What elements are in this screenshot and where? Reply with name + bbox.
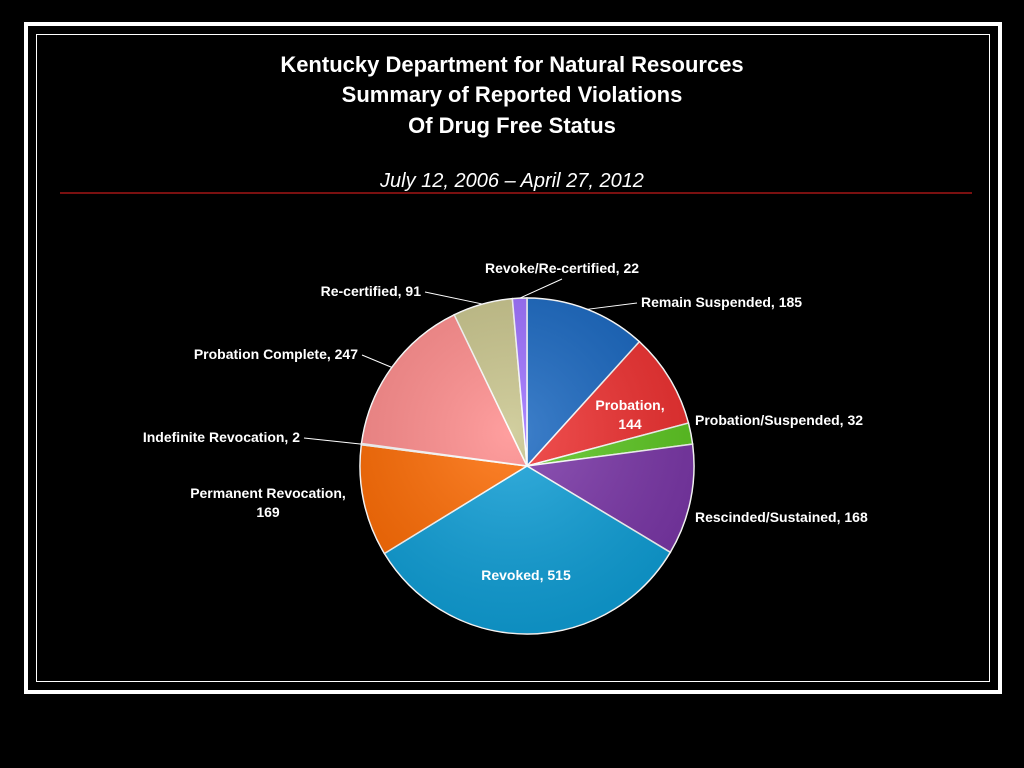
- slide-inner-frame: [36, 34, 990, 682]
- leader-line: [361, 354, 392, 368]
- slide-outer-frame: [24, 22, 1002, 694]
- data-label-remain-suspended: Remain Suspended, 185: [641, 294, 802, 310]
- data-label-revoke-re-certified: Revoke/Re-certified, 22: [485, 260, 639, 276]
- data-label-rescinded-sustained: Rescinded/Sustained, 168: [695, 509, 868, 525]
- data-label-probation-complete: Probation Complete, 247: [194, 346, 358, 362]
- title-line-3: Of Drug Free Status: [408, 113, 616, 138]
- title-line-1: Kentucky Department for Natural Resource…: [280, 52, 744, 77]
- date-range-subtitle: July 12, 2006 – April 27, 2012: [380, 170, 644, 192]
- title-divider: [60, 192, 972, 194]
- data-label-permanent-revocation: Permanent Revocation, 169: [190, 485, 346, 520]
- leader-line: [303, 437, 362, 445]
- data-label-probation: Probation, 144: [595, 397, 664, 432]
- leader-line: [424, 291, 483, 305]
- data-label-revoked: Revoked, 515: [481, 567, 571, 583]
- data-label-re-certified: Re-certified, 91: [321, 283, 422, 299]
- leader-line: [587, 302, 638, 310]
- leader-line: [519, 278, 563, 299]
- data-label-indefinite-revocation: Indefinite Revocation, 2: [143, 429, 300, 445]
- data-label-probation-suspended: Probation/Suspended, 32: [695, 412, 863, 428]
- title-line-2: Summary of Reported Violations: [341, 82, 683, 107]
